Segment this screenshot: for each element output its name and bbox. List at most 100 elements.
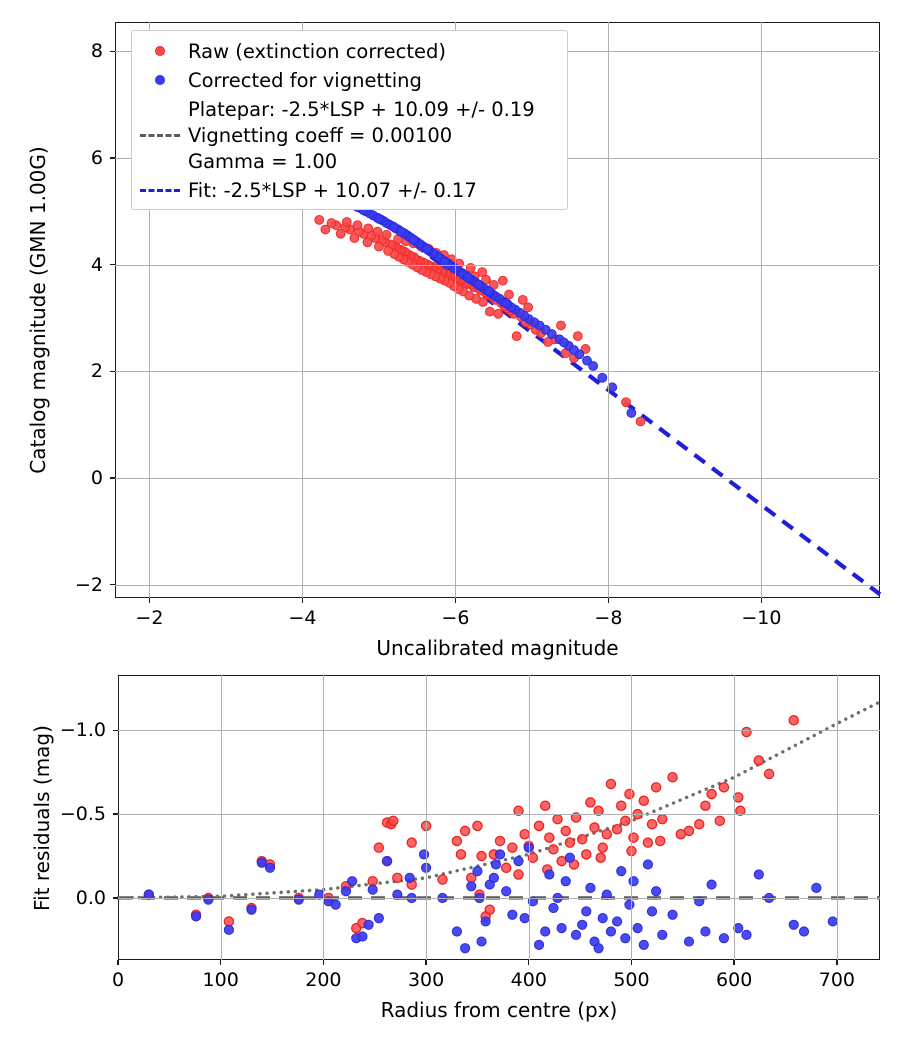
data-point <box>533 820 545 832</box>
grid-line-vertical <box>528 675 530 960</box>
y-axis-tick-label: 2 <box>90 360 103 383</box>
data-point <box>735 805 746 817</box>
data-point <box>507 842 518 853</box>
data-point <box>389 222 400 233</box>
x-axis-tick <box>836 960 838 965</box>
data-point <box>494 849 506 860</box>
data-point <box>811 882 822 894</box>
data-point <box>718 782 730 793</box>
y-axis-tick <box>110 370 115 373</box>
data-point <box>501 886 512 897</box>
grid-line-horizontal <box>115 371 880 373</box>
grid-line-horizontal <box>115 584 880 586</box>
x-axis-tick-label: −10 <box>741 607 782 629</box>
legend-item: Platepar: -2.5*LSP + 10.09 +/- 0.19 <box>138 97 535 121</box>
data-point <box>476 850 487 862</box>
x-axis-tick-label: 700 <box>818 969 855 991</box>
data-point <box>320 224 331 235</box>
vignetting-curve <box>116 700 882 900</box>
data-point <box>620 933 631 944</box>
y-axis-tick-label: −2 <box>74 573 103 596</box>
data-point <box>203 894 214 905</box>
data-point <box>646 906 658 917</box>
data-point <box>293 894 304 905</box>
legend-marker-red-dot-icon <box>155 46 165 56</box>
data-point <box>718 933 730 944</box>
x-axis-tick <box>760 598 763 603</box>
data-point <box>367 875 378 887</box>
legend-marker-corrected <box>138 75 182 85</box>
legend-item-label: Platepar: -2.5*LSP + 10.09 +/- 0.19 <box>188 97 535 121</box>
data-point <box>494 835 506 847</box>
data-point <box>381 855 393 867</box>
x-axis-tick <box>607 598 610 603</box>
data-point <box>418 849 430 860</box>
legend-item-label: Fit: -2.5*LSP + 10.07 +/- 0.17 <box>188 178 477 202</box>
data-point <box>694 818 705 830</box>
data-point <box>651 886 662 897</box>
data-point <box>733 792 744 803</box>
y-axis-tick-label: −1.0 <box>59 719 106 742</box>
data-point <box>552 813 563 825</box>
data-point <box>383 245 394 256</box>
data-point <box>330 899 341 910</box>
data-point <box>741 929 752 940</box>
data-point <box>264 862 276 873</box>
data-point <box>459 825 471 837</box>
legend-item-label: Gamma = 1.00 <box>188 149 338 173</box>
data-point <box>314 214 325 225</box>
data-point <box>490 859 502 870</box>
data-point <box>404 872 415 883</box>
y-axis-tick-label: 6 <box>90 147 103 169</box>
data-point <box>753 869 764 880</box>
data-point <box>580 344 591 354</box>
data-point <box>363 223 374 234</box>
legend-marker-fit <box>138 188 182 192</box>
x-axis-tick-label: −8 <box>594 607 623 629</box>
data-point <box>556 923 567 934</box>
data-point <box>349 233 360 243</box>
data-point <box>340 886 352 897</box>
data-point <box>667 909 678 920</box>
data-point <box>465 262 476 273</box>
data-point <box>585 882 596 894</box>
data-point <box>798 926 810 937</box>
y-axis-tick <box>110 157 115 159</box>
top-plot-data-layer <box>148 43 882 596</box>
data-point <box>256 857 267 868</box>
y-axis-tick <box>113 729 118 731</box>
data-point <box>570 929 582 940</box>
data-point <box>763 768 775 780</box>
data-point <box>581 906 592 917</box>
grid-line-vertical <box>761 22 763 598</box>
data-point <box>387 815 399 827</box>
data-point <box>700 926 711 937</box>
data-point <box>597 372 608 383</box>
data-point <box>523 302 534 313</box>
data-point <box>363 919 374 930</box>
data-point <box>341 217 352 227</box>
y-axis-tick-label: 4 <box>90 253 103 276</box>
data-point <box>589 822 600 833</box>
data-point <box>593 943 604 954</box>
data-point <box>733 923 744 934</box>
data-point <box>396 226 407 237</box>
legend-item: Fit: -2.5*LSP + 10.07 +/- 0.17 <box>138 178 477 202</box>
legend-item-label: Raw (extinction corrected) <box>188 39 446 63</box>
data-point <box>615 800 627 812</box>
data-point <box>624 788 635 800</box>
data-point <box>700 800 711 812</box>
data-point <box>620 815 631 827</box>
data-point <box>473 280 484 290</box>
data-point <box>493 308 504 319</box>
legend-item: Corrected for vignetting <box>138 68 422 92</box>
data-point <box>616 866 627 877</box>
grid-line-vertical <box>608 22 610 598</box>
data-point <box>347 876 358 887</box>
data-point <box>657 929 668 940</box>
data-point <box>223 924 235 935</box>
x-axis-tick <box>425 960 427 965</box>
data-point <box>543 337 553 347</box>
data-point <box>476 936 487 947</box>
data-point <box>564 852 575 863</box>
